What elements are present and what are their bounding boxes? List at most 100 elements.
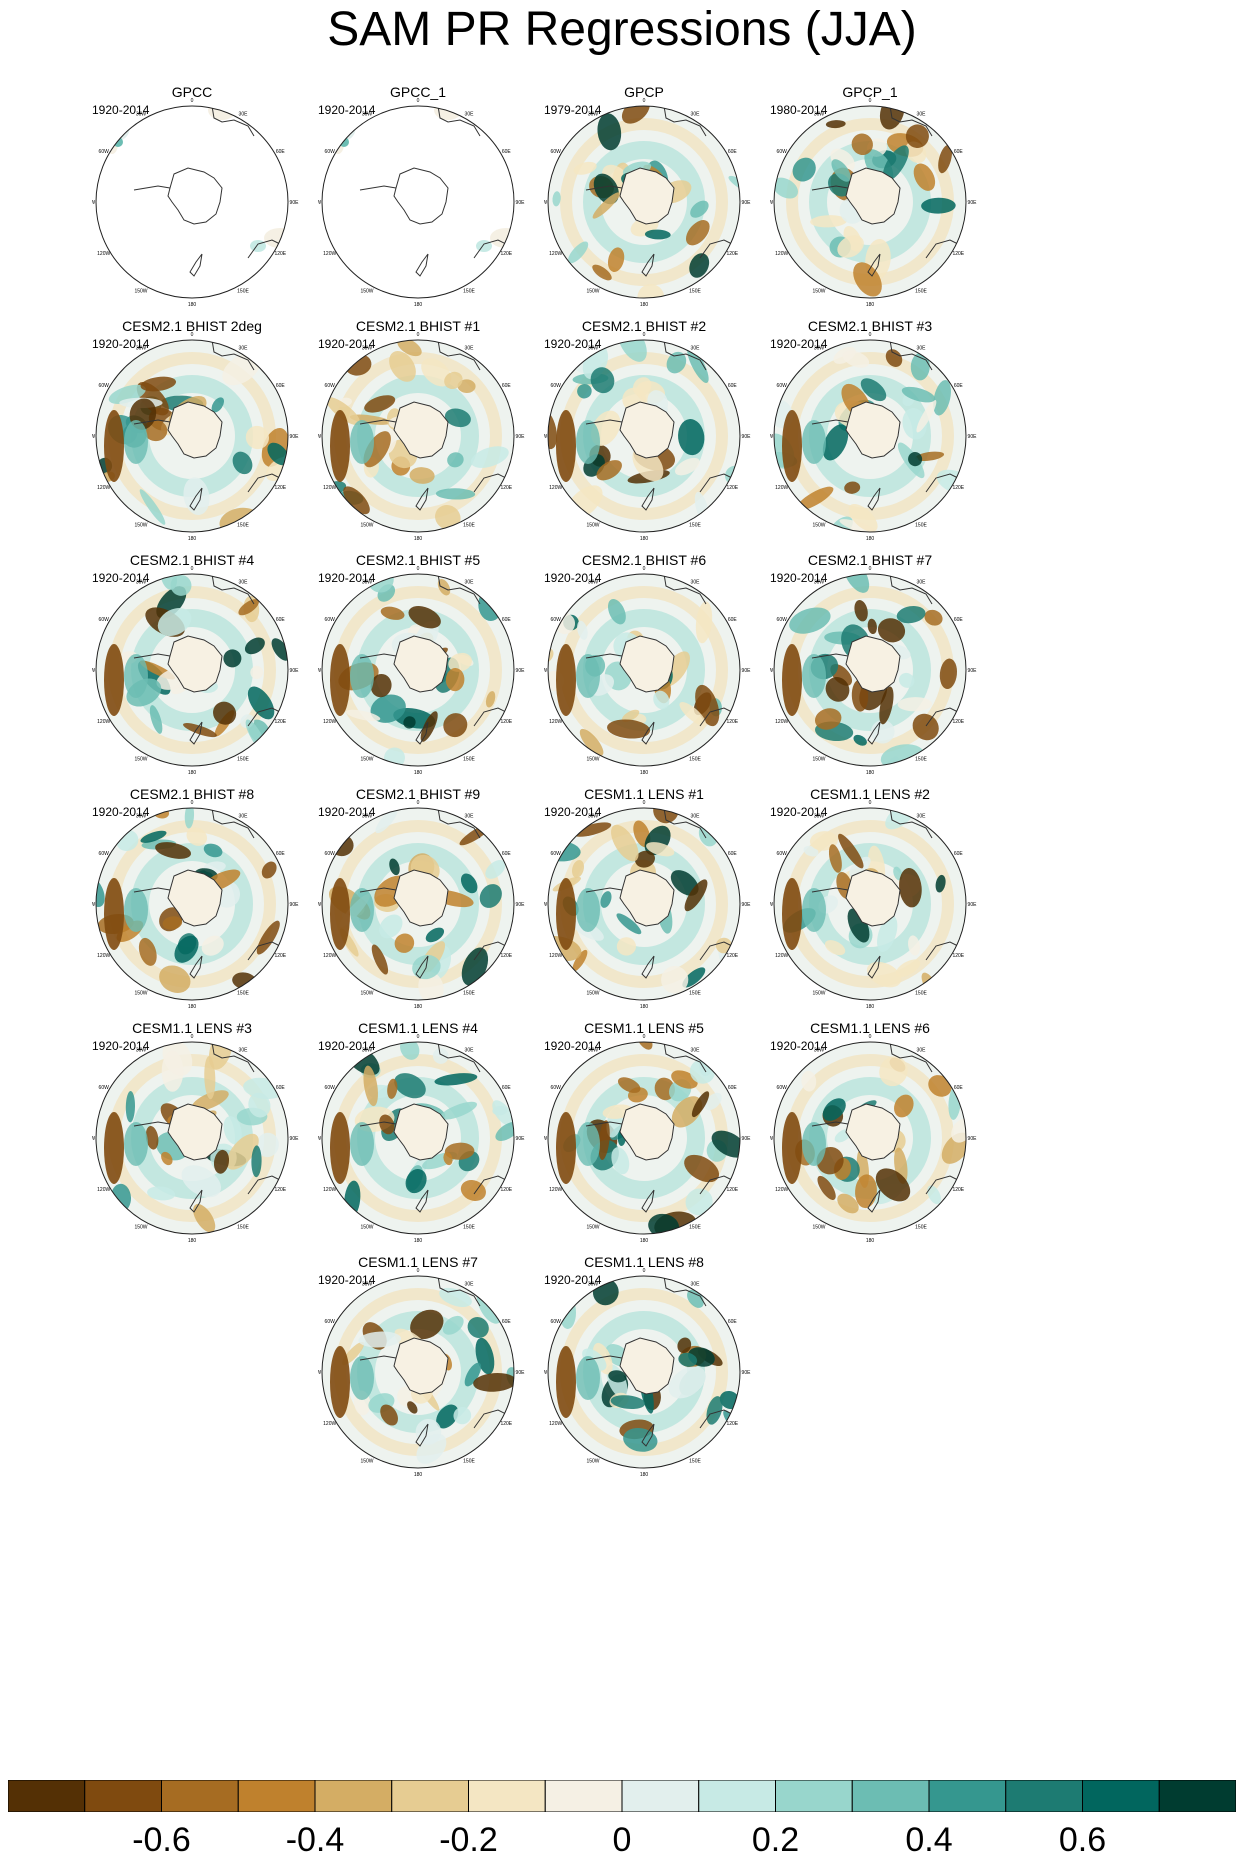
regression-field	[322, 340, 514, 532]
longitude-label: 150E	[237, 990, 249, 996]
longitude-label: 150E	[463, 756, 475, 762]
longitude-label: 120E	[274, 485, 286, 491]
panel-period: 1920-2014	[318, 337, 376, 351]
longitude-label: 90E	[516, 902, 526, 908]
panel-title: CESM2.1 BHIST #9	[355, 786, 481, 802]
longitude-label: 30W	[588, 814, 599, 820]
longitude-label: 120E	[952, 485, 964, 491]
longitude-label: 180	[866, 1004, 875, 1010]
longitude-label: 120E	[952, 1187, 964, 1193]
longitude-label: 150E	[689, 522, 701, 528]
regression-field	[322, 808, 514, 1000]
longitude-label: 90W	[544, 200, 547, 206]
longitude-label: 120W	[323, 251, 336, 257]
panel-title: CESM2.1 BHIST #8	[129, 786, 255, 802]
longitude-label: 120W	[323, 485, 336, 491]
panel-period: 1920-2014	[770, 1039, 828, 1053]
panel-title: CESM2.1 BHIST #3	[807, 318, 933, 334]
panel-title: CESM2.1 BHIST 2deg	[122, 318, 262, 334]
longitude-label: 90W	[318, 1136, 321, 1142]
longitude-label: 60E	[276, 1085, 286, 1091]
longitude-label: 90E	[516, 434, 526, 440]
coastlines	[96, 106, 285, 277]
longitude-label: 30E	[691, 1048, 701, 1054]
longitude-label: 120W	[97, 953, 110, 959]
longitude-label: 120W	[775, 953, 788, 959]
longitude-label: 120W	[97, 485, 110, 491]
polar-map: 0 30E 60E 90E 120E 150E 180 150W 120W 90W 60W 30W	[92, 800, 299, 1010]
longitude-label: 90E	[968, 1136, 978, 1142]
polar-map: 0 30E 60E 90E 120E 150E 180 150W 120W 90W 60W 30W	[544, 566, 751, 776]
longitude-label: 0	[869, 98, 872, 104]
coastlines	[96, 340, 285, 511]
longitude-label: 60W	[325, 1319, 336, 1325]
coastlines	[548, 808, 737, 979]
longitude-label: 90W	[92, 668, 95, 674]
colorbar-swatch	[468, 1779, 546, 1813]
longitude-label: 90E	[290, 200, 300, 206]
regression-field	[774, 808, 966, 1000]
polar-map: 0 30E 60E 90E 120E 150E 180 150W 120W 90W 60W 30W	[770, 332, 977, 542]
longitude-label: 120W	[775, 1187, 788, 1193]
longitude-label: 180	[640, 1004, 649, 1010]
map-panel: CESM2.1 BHIST #2 1920-2014 0 30E 60E 90E 120E 1…	[544, 318, 806, 594]
panel-title: CESM1.1 LENS #7	[358, 1254, 478, 1270]
polar-map: 0 30E 60E 90E 120E 150E 180 150W 120W 90W 60W 30W	[318, 1034, 526, 1244]
longitude-label: 30W	[814, 112, 825, 118]
colorbar-tick-label: 0.6	[1058, 1821, 1107, 1859]
longitude-label: 150W	[134, 522, 147, 528]
longitude-label: 150E	[689, 1458, 701, 1464]
longitude-label: 90E	[516, 668, 526, 674]
map-panel: CESM1.1 LENS #7 1920-2014 0 30E 60E 90E 120E 15…	[318, 1254, 580, 1530]
longitude-label: 180	[188, 1238, 197, 1244]
longitude-label: 120E	[726, 1421, 738, 1427]
longitude-label: 120W	[549, 485, 562, 491]
longitude-label: 0	[417, 800, 420, 806]
map-panel: CESM1.1 LENS #3 1920-2014 0 30E 60E 90E 120E 15…	[92, 1020, 354, 1296]
panel-title: GPCP_1	[842, 84, 898, 100]
longitude-label: 120E	[274, 719, 286, 725]
longitude-label: 150W	[360, 288, 373, 294]
longitude-label: 30E	[917, 580, 927, 586]
longitude-label: 30W	[362, 814, 373, 820]
map-panel: CESM2.1 BHIST 2deg 1920-2014 0 30E 60E 90E 120…	[92, 318, 354, 594]
longitude-label: 0	[643, 98, 646, 104]
longitude-label: 120E	[952, 719, 964, 725]
longitude-label: 0	[643, 332, 646, 338]
longitude-label: 30W	[136, 814, 147, 820]
longitude-label: 150W	[586, 288, 599, 294]
longitude-label: 30E	[691, 1282, 701, 1288]
longitude-label: 90E	[516, 1370, 526, 1376]
longitude-label: 60W	[99, 149, 110, 155]
longitude-label: 180	[188, 770, 197, 776]
longitude-label: 90E	[968, 902, 978, 908]
map-panel: CESM1.1 LENS #1 1920-2014 0 30E 60E 90E 120E 15…	[544, 786, 806, 1062]
longitude-label: 150W	[360, 990, 373, 996]
longitude-label: 30E	[917, 1048, 927, 1054]
longitude-label: 90E	[516, 200, 526, 206]
longitude-label: 60W	[325, 851, 336, 857]
panel-title: CESM1.1 LENS #3	[132, 1020, 252, 1036]
longitude-label: 120W	[549, 953, 562, 959]
longitude-label: 120E	[726, 485, 738, 491]
regression-field	[322, 1042, 514, 1234]
longitude-label: 0	[643, 1268, 646, 1274]
coastlines	[322, 1042, 511, 1213]
longitude-label: 150W	[586, 1458, 599, 1464]
map-panel: CESM2.1 BHIST #9 1920-2014 0 30E 60E 90E 120E 1…	[318, 786, 580, 1062]
map-panel: GPCC_1 1920-2014 0 30E 60E 90E 120E 150E 180 150W…	[318, 84, 580, 360]
panel-title: GPCC_1	[389, 84, 447, 100]
longitude-label: 0	[191, 800, 194, 806]
panel-title: GPCC	[171, 84, 213, 100]
colorbar-swatch	[621, 1779, 700, 1813]
longitude-label: 90E	[516, 1136, 526, 1142]
longitude-label: 90E	[290, 434, 300, 440]
longitude-label: 120W	[549, 251, 562, 257]
longitude-label: 30E	[239, 112, 249, 118]
longitude-label: 90W	[544, 1370, 547, 1376]
longitude-label: 60E	[954, 149, 964, 155]
panel-period: 1920-2014	[318, 571, 376, 585]
longitude-label: 60E	[276, 851, 286, 857]
polar-map: 0 30E 60E 90E 120E 150E 180 150W 120W 90W 60W 30W	[92, 98, 300, 308]
longitude-label: 30W	[588, 1048, 599, 1054]
